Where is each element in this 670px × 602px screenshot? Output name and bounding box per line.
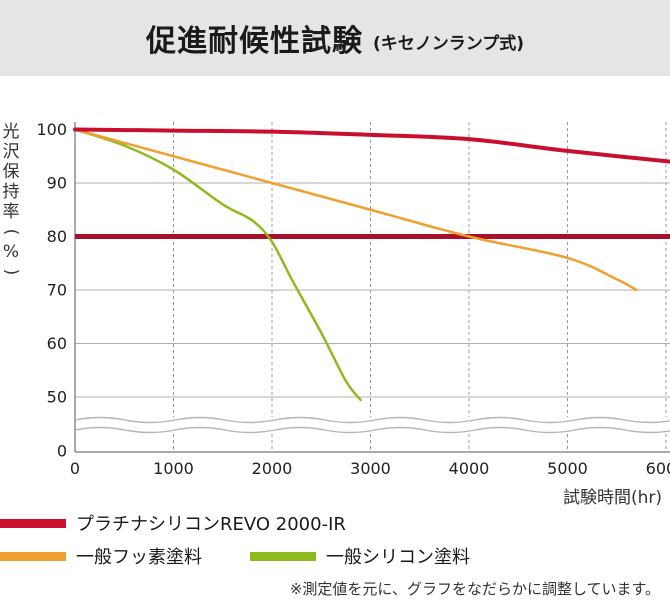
x-tick-label: 5000 xyxy=(547,459,588,478)
legend-label-orange: 一般フッ素塗料 xyxy=(76,547,202,568)
x-tick-label: 3000 xyxy=(350,459,391,478)
x-axis-label: 試験時間(hr) xyxy=(562,488,662,508)
y-axis-label-char: 沢 xyxy=(2,142,20,162)
y-tick-label: 0 xyxy=(57,442,67,461)
y-axis-label-char: 率 xyxy=(2,202,20,222)
x-tick-label: 4000 xyxy=(449,459,490,478)
y-axis-label: 光 沢 保 持 率 ( % ) xyxy=(0,122,22,282)
legend-item-red: プラチナシリコンREVO 2000-IR xyxy=(0,510,346,536)
axis-break-line xyxy=(74,426,670,434)
legend-swatch-orange xyxy=(0,551,66,561)
y-tick-label: 70 xyxy=(47,281,67,300)
y-axis-label-char: 持 xyxy=(2,182,20,202)
y-tick-label: 50 xyxy=(47,388,67,407)
y-tick-label: 60 xyxy=(47,334,67,353)
x-tick-label: 1000 xyxy=(153,459,194,478)
x-tick-label: 6000 xyxy=(646,459,670,478)
line-chart: 100908070605000100020003000400050006000 xyxy=(36,120,670,478)
legend-item-green: 一般シリコン塗料 xyxy=(250,543,470,569)
y-tick-label: 80 xyxy=(47,227,67,246)
legend-label-green: 一般シリコン塗料 xyxy=(326,547,470,568)
title-bar: 促進耐候性試験 (キセノンランプ式) xyxy=(0,0,670,76)
y-tick-label: 100 xyxy=(36,120,67,139)
chart-subtitle: (キセノンランプ式) xyxy=(372,33,525,54)
y-axis-label-char: % xyxy=(2,242,20,262)
y-tick-label: 90 xyxy=(47,174,67,193)
series-line-silicone xyxy=(73,128,362,402)
legend-label-red: プラチナシリコンREVO 2000-IR xyxy=(76,514,346,535)
y-axis-label-char: 光 xyxy=(2,122,20,142)
legend-swatch-red xyxy=(0,518,66,528)
series-line-revo xyxy=(73,127,670,164)
x-tick-label: 0 xyxy=(70,459,80,478)
x-tick-label: 2000 xyxy=(252,459,293,478)
series-line-fluorine xyxy=(73,128,638,292)
y-axis-label-char: 保 xyxy=(2,162,20,182)
axis-break-line xyxy=(74,416,670,424)
legend-item-orange: 一般フッ素塗料 xyxy=(0,543,202,569)
footnote: ※測定値を元に、グラフをなだらかに調整しています。 xyxy=(289,580,660,598)
chart-title: 促進耐候性試験 xyxy=(145,24,363,59)
legend-swatch-green xyxy=(250,551,316,561)
